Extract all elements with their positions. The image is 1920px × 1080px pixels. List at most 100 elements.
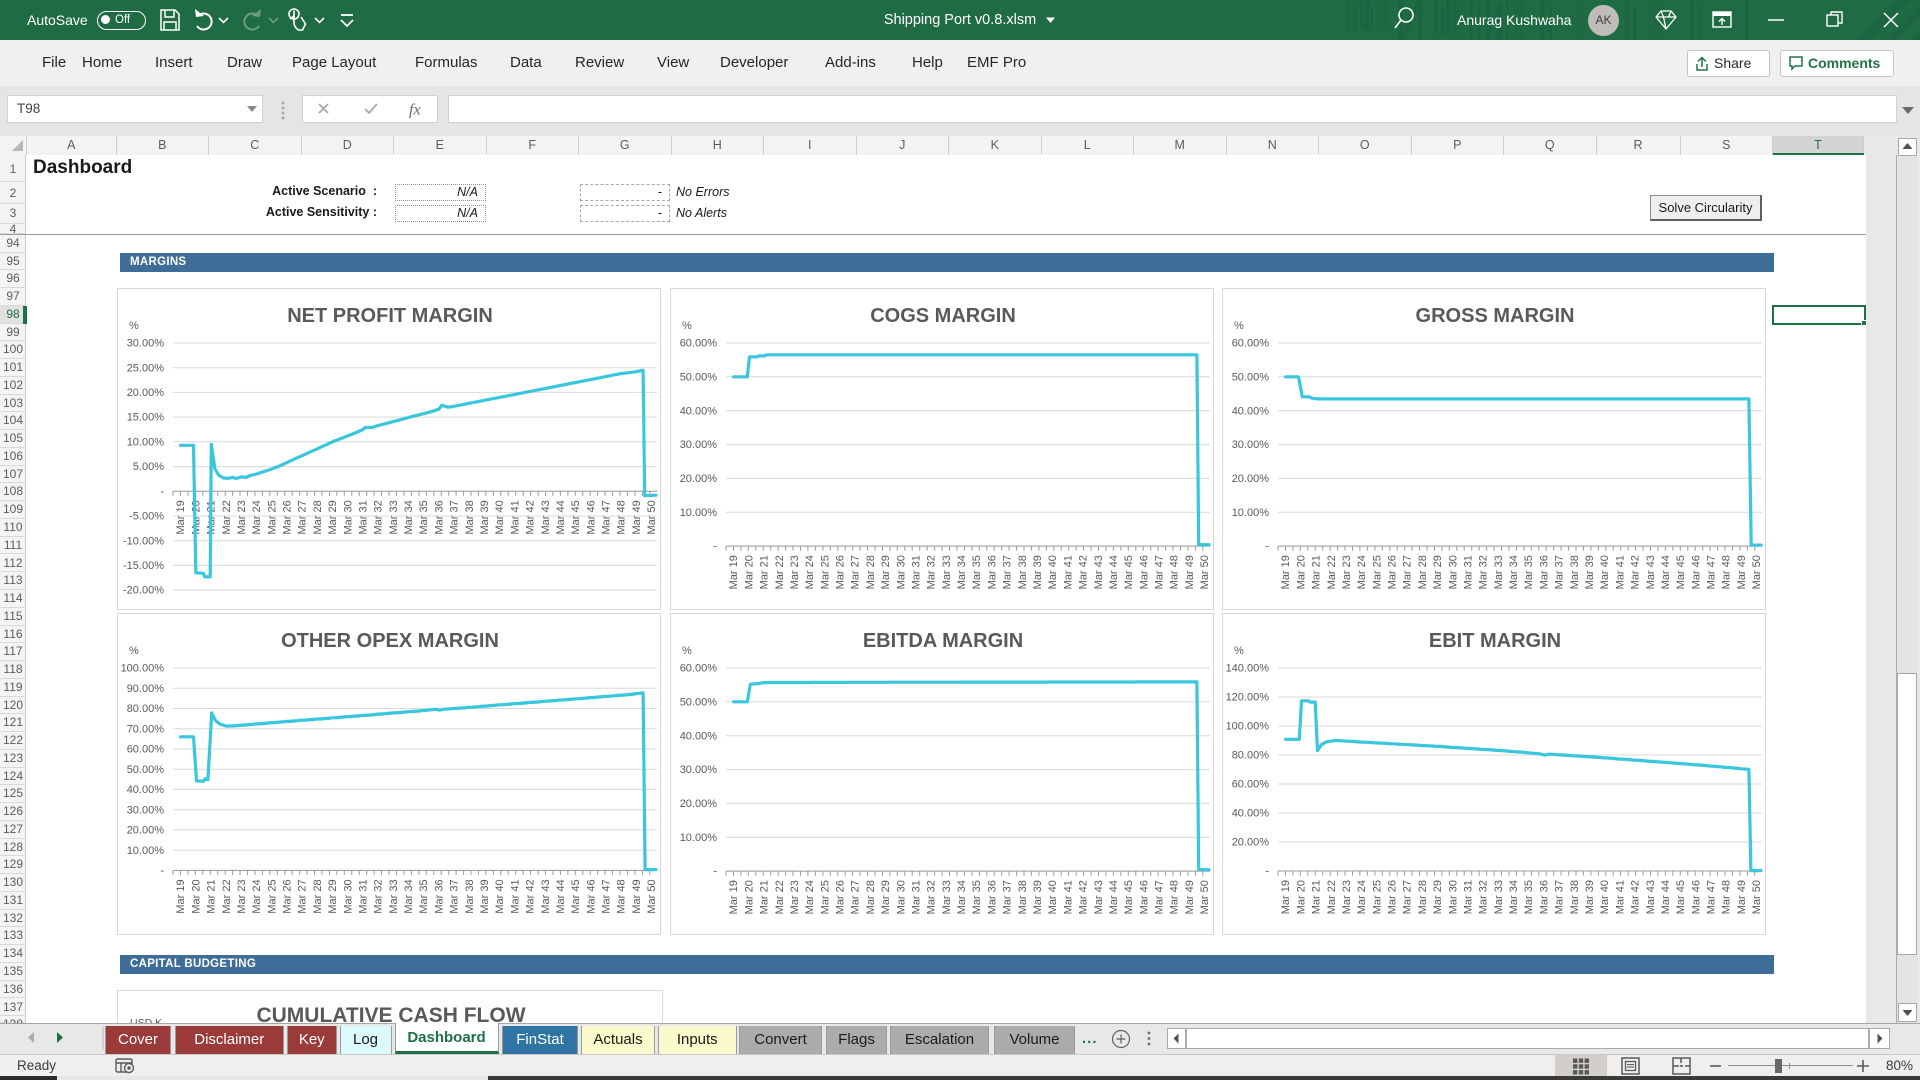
- svg-text:Mar 42: Mar 42: [1630, 880, 1642, 914]
- svg-text:Mar 21: Mar 21: [206, 879, 218, 913]
- svg-text:Mar 30: Mar 30: [1447, 555, 1459, 589]
- svg-text:90.00%: 90.00%: [127, 683, 165, 695]
- svg-text:Mar 43: Mar 43: [1093, 880, 1105, 914]
- svg-text:20.00%: 20.00%: [127, 387, 165, 399]
- svg-text:Mar 33: Mar 33: [941, 880, 953, 914]
- svg-text:20.00%: 20.00%: [680, 798, 718, 810]
- svg-text:-15.00%: -15.00%: [123, 560, 164, 572]
- svg-text:Mar 25: Mar 25: [819, 880, 831, 914]
- svg-text:50.00%: 50.00%: [680, 371, 718, 383]
- svg-text:Mar 43: Mar 43: [1645, 880, 1657, 914]
- svg-text:120.00%: 120.00%: [1226, 692, 1270, 704]
- svg-text:Mar 34: Mar 34: [956, 555, 968, 589]
- svg-text:Mar 31: Mar 31: [358, 879, 370, 913]
- svg-text:Mar 41: Mar 41: [509, 500, 521, 534]
- svg-text:Mar 27: Mar 27: [297, 879, 309, 913]
- svg-text:fx: fx: [409, 102, 421, 119]
- svg-text:Mar 27: Mar 27: [297, 500, 309, 534]
- svg-text:-: -: [1265, 541, 1269, 553]
- svg-text:Mar 28: Mar 28: [312, 500, 324, 534]
- svg-text:Mar 30: Mar 30: [895, 555, 907, 589]
- svg-text:Mar 27: Mar 27: [1402, 880, 1414, 914]
- svg-text:Mar 28: Mar 28: [312, 879, 324, 913]
- svg-text:Mar 23: Mar 23: [1341, 555, 1353, 589]
- svg-text:Mar 28: Mar 28: [865, 880, 877, 914]
- svg-text:%: %: [129, 645, 139, 657]
- svg-text:Mar 44: Mar 44: [1108, 880, 1120, 914]
- svg-text:Mar 31: Mar 31: [911, 880, 923, 914]
- svg-text:Mar 29: Mar 29: [880, 880, 892, 914]
- svg-text:-5.00%: -5.00%: [129, 511, 164, 523]
- svg-text:Mar 30: Mar 30: [895, 880, 907, 914]
- svg-text:-: -: [1265, 866, 1269, 878]
- svg-text:Mar 34: Mar 34: [403, 879, 415, 913]
- svg-text:40.00%: 40.00%: [680, 730, 718, 742]
- svg-text:Mar 24: Mar 24: [804, 880, 816, 914]
- svg-text:Mar 26: Mar 26: [835, 555, 847, 589]
- svg-text:Mar 21: Mar 21: [1311, 880, 1323, 914]
- svg-text:Mar 25: Mar 25: [266, 879, 278, 913]
- svg-text:140.00%: 140.00%: [1226, 663, 1270, 675]
- svg-text:Mar 23: Mar 23: [789, 880, 801, 914]
- svg-text:Mar 23: Mar 23: [1341, 880, 1353, 914]
- svg-text:Mar 49: Mar 49: [631, 879, 643, 913]
- svg-text:10.00%: 10.00%: [127, 436, 165, 448]
- svg-text:Mar 27: Mar 27: [850, 555, 862, 589]
- svg-text:EBIT MARGIN: EBIT MARGIN: [1429, 630, 1561, 652]
- svg-text:Mar 42: Mar 42: [525, 500, 537, 534]
- svg-text:Mar 20: Mar 20: [190, 879, 202, 913]
- svg-text:Mar 48: Mar 48: [1169, 880, 1181, 914]
- svg-text:20.00%: 20.00%: [127, 825, 165, 837]
- svg-text:Mar 38: Mar 38: [1017, 555, 1029, 589]
- svg-text:Mar 35: Mar 35: [1523, 555, 1535, 589]
- svg-text:50.00%: 50.00%: [1232, 371, 1270, 383]
- svg-text:Mar 41: Mar 41: [1614, 555, 1626, 589]
- svg-text:Mar 30: Mar 30: [342, 500, 354, 534]
- svg-text:Mar 47: Mar 47: [1706, 880, 1718, 914]
- svg-text:20.00%: 20.00%: [1232, 473, 1270, 485]
- svg-text:Mar 24: Mar 24: [1356, 555, 1368, 589]
- svg-text:Mar 45: Mar 45: [1675, 555, 1687, 589]
- svg-text:50.00%: 50.00%: [680, 696, 718, 708]
- svg-text:Mar 40: Mar 40: [1599, 555, 1611, 589]
- svg-text:Mar 39: Mar 39: [1032, 880, 1044, 914]
- svg-text:Mar 26: Mar 26: [835, 880, 847, 914]
- svg-text:Mar 31: Mar 31: [358, 500, 370, 534]
- svg-text:Mar 38: Mar 38: [1569, 555, 1581, 589]
- svg-text:Mar 49: Mar 49: [1736, 880, 1748, 914]
- svg-text:Mar 40: Mar 40: [494, 879, 506, 913]
- svg-text:Mar 41: Mar 41: [1062, 880, 1074, 914]
- svg-text:Mar 49: Mar 49: [1184, 880, 1196, 914]
- svg-text:Mar 48: Mar 48: [1721, 555, 1733, 589]
- svg-text:Mar 37: Mar 37: [1554, 555, 1566, 589]
- svg-text:Mar 37: Mar 37: [1554, 880, 1566, 914]
- svg-text:Mar 46: Mar 46: [1690, 880, 1702, 914]
- svg-text:Mar 43: Mar 43: [1645, 555, 1657, 589]
- svg-text:Mar 44: Mar 44: [555, 879, 567, 913]
- svg-text:Mar 26: Mar 26: [1387, 555, 1399, 589]
- svg-text:Mar 37: Mar 37: [449, 500, 461, 534]
- svg-text:Mar 46: Mar 46: [585, 879, 597, 913]
- svg-text:Mar 32: Mar 32: [373, 879, 385, 913]
- svg-text:Mar 22: Mar 22: [1326, 555, 1338, 589]
- svg-text:5.00%: 5.00%: [133, 461, 164, 473]
- svg-text:Mar 36: Mar 36: [1538, 555, 1550, 589]
- svg-text:Mar 28: Mar 28: [1417, 880, 1429, 914]
- svg-text:Mar 32: Mar 32: [1478, 555, 1490, 589]
- svg-text:Mar 50: Mar 50: [646, 500, 658, 534]
- svg-text:Mar 47: Mar 47: [1706, 555, 1718, 589]
- svg-text:%: %: [682, 320, 692, 332]
- svg-text:Mar 36: Mar 36: [433, 500, 445, 534]
- svg-text:Mar 40: Mar 40: [1047, 555, 1059, 589]
- svg-text:Mar 33: Mar 33: [941, 555, 953, 589]
- svg-text:Mar 29: Mar 29: [880, 555, 892, 589]
- svg-text:Mar 44: Mar 44: [1108, 555, 1120, 589]
- svg-text:Mar 50: Mar 50: [1199, 880, 1211, 914]
- svg-text:Mar 22: Mar 22: [774, 880, 786, 914]
- svg-text:Mar 40: Mar 40: [1599, 880, 1611, 914]
- svg-text:Mar 31: Mar 31: [911, 555, 923, 589]
- svg-text:GROSS MARGIN: GROSS MARGIN: [1416, 305, 1575, 327]
- svg-text:%: %: [129, 320, 139, 332]
- svg-text:Mar 39: Mar 39: [479, 500, 491, 534]
- svg-text:Mar 45: Mar 45: [1675, 880, 1687, 914]
